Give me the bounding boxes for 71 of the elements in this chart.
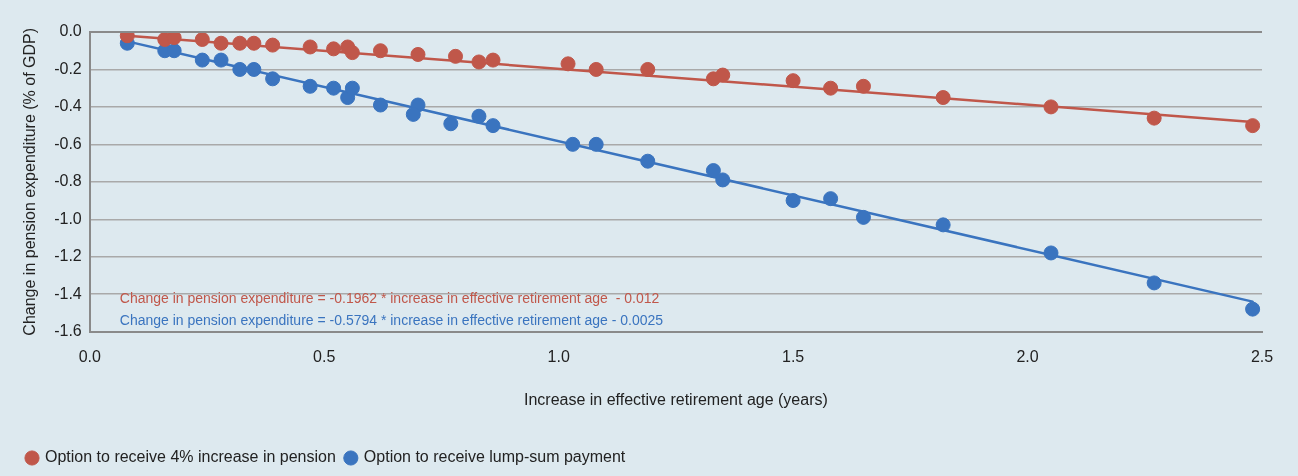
point	[246, 35, 262, 51]
x-tick-label: 0.0	[78, 347, 101, 365]
point	[344, 80, 360, 96]
point	[471, 54, 487, 70]
point	[1245, 301, 1261, 317]
point	[823, 191, 839, 207]
x-tick-label: 1.0	[547, 347, 570, 365]
point	[485, 52, 501, 68]
point	[1245, 118, 1261, 134]
point	[823, 80, 839, 96]
y-tick-label: -0.6	[54, 134, 82, 152]
point	[471, 108, 487, 124]
point	[326, 80, 342, 96]
x-tick-label: 0.5	[313, 347, 336, 365]
y-tick-label: -1.0	[54, 209, 82, 227]
annotation: Change in pension expenditure = -0.5794 * increase in effective retirement age - 0.0025	[119, 311, 664, 328]
point	[232, 61, 248, 77]
point	[194, 32, 210, 47]
point	[855, 209, 871, 225]
point	[213, 52, 229, 68]
point	[935, 90, 951, 106]
point	[705, 163, 721, 179]
point	[443, 116, 459, 132]
point	[935, 217, 951, 233]
point	[1146, 110, 1162, 126]
point	[640, 61, 656, 77]
point	[372, 43, 388, 59]
annotation: Change in pension expenditure = -0.1962 * increase in effective retirement age - 0.012	[119, 289, 660, 306]
x-tick-label: 2.0	[1016, 347, 1039, 365]
point	[213, 35, 229, 51]
x-axis-title: Increase in effective retirement age (years)	[523, 390, 828, 408]
point	[302, 39, 318, 55]
point	[785, 73, 801, 89]
point	[302, 78, 318, 94]
point	[588, 136, 604, 152]
x-tick-label: 2.5	[1250, 347, 1274, 365]
point	[410, 46, 426, 62]
point	[855, 78, 871, 94]
y-tick-label: -0.4	[54, 97, 82, 115]
point	[265, 71, 281, 87]
y-axis-title: Change in pension expenditure (% of GDP)	[21, 27, 39, 336]
point	[246, 61, 262, 77]
x-tick-label: 1.5	[781, 347, 805, 365]
point	[166, 32, 182, 46]
point	[405, 106, 421, 122]
point	[588, 61, 604, 77]
point	[448, 48, 464, 64]
legend-label: Option to receive 4% increase in pension	[45, 448, 336, 466]
y-tick-label: -0.8	[54, 172, 82, 190]
point	[715, 172, 731, 188]
y-tick-label: -1.4	[54, 284, 82, 302]
point	[326, 41, 342, 57]
point	[1043, 99, 1059, 115]
point	[560, 56, 576, 72]
y-tick-label: -1.2	[54, 247, 82, 265]
point	[715, 67, 731, 83]
point	[565, 136, 581, 152]
point	[1146, 275, 1162, 291]
point	[265, 37, 281, 53]
point	[232, 35, 248, 51]
point	[485, 118, 501, 134]
point	[785, 193, 801, 209]
y-tick-label: 0.0	[59, 22, 82, 40]
point	[194, 52, 210, 68]
y-tick-label: -0.2	[54, 59, 82, 77]
point	[640, 153, 656, 169]
point	[1043, 245, 1059, 261]
point	[344, 45, 360, 61]
point	[372, 97, 388, 113]
legend-label: Option to receive lump-sum payment	[363, 448, 626, 466]
y-tick-label: -1.6	[54, 322, 82, 340]
